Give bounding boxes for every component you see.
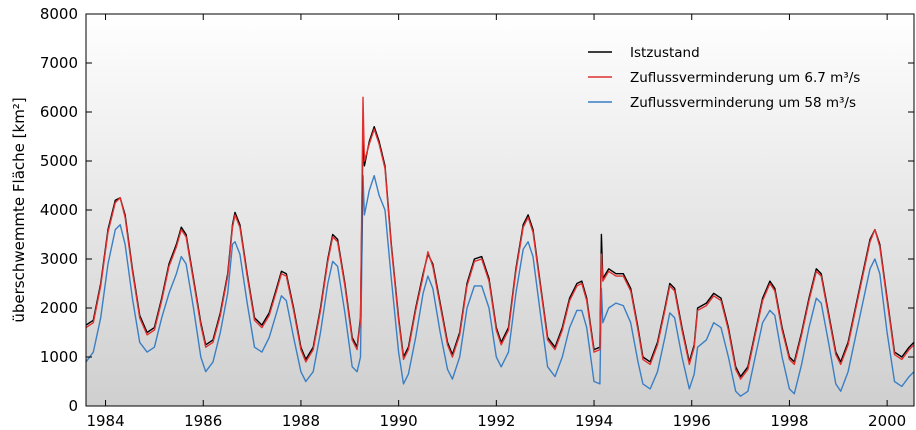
y-tick-label: 6000 <box>40 103 78 121</box>
y-axis: 0 1000 2000 3000 4000 5000 6000 7000 8000 <box>40 5 914 415</box>
x-tick-label: 1984 <box>86 412 124 430</box>
y-tick-label: 3000 <box>40 250 78 268</box>
y-axis-title: überschwemmte Fläche [km²] <box>10 97 28 322</box>
y-tick-label: 4000 <box>40 201 78 219</box>
y-tick-label: 2000 <box>40 299 78 317</box>
y-tick-label: 0 <box>68 397 78 415</box>
y-tick-label: 1000 <box>40 348 78 366</box>
x-tick-label: 1994 <box>575 412 613 430</box>
y-tick-label: 5000 <box>40 152 78 170</box>
series-line-1 <box>85 96 915 380</box>
legend-label-1: Zuflussverminderung um 6.7 m³/s <box>630 70 860 86</box>
y-tick-label: 8000 <box>40 5 78 23</box>
series-line-2 <box>85 175 915 397</box>
x-tick-label: 1992 <box>477 412 515 430</box>
x-tick-label: 1998 <box>770 412 808 430</box>
legend-label-2: Zuflussverminderung um 58 m³/s <box>630 95 856 111</box>
legend-label-0: Istzustand <box>630 45 700 61</box>
x-tick-label: 1986 <box>184 412 222 430</box>
x-tick-label: 1996 <box>673 412 711 430</box>
legend: Istzustand Zuflussverminderung um 6.7 m³/… <box>588 45 860 111</box>
x-tick-label: 2000 <box>868 412 906 430</box>
x-tick-label: 1990 <box>380 412 418 430</box>
series-layer <box>85 96 915 397</box>
x-tick-label: 1988 <box>282 412 320 430</box>
x-axis: 1984 1986 1988 1990 1992 1994 1996 1998 2000 <box>86 14 906 430</box>
y-tick-label: 7000 <box>40 54 78 72</box>
